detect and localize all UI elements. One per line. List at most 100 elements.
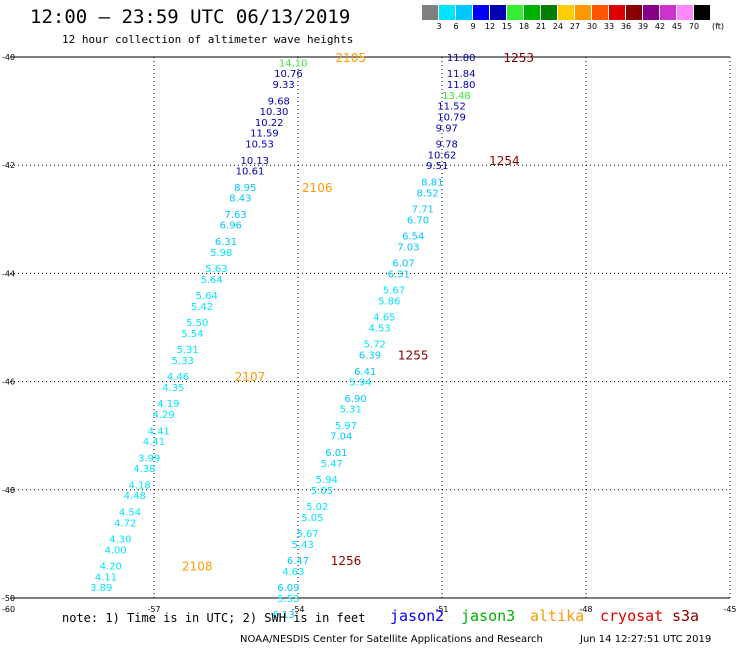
wave-height-label: 5.94: [349, 378, 371, 389]
color-scale-label: 36: [620, 22, 632, 31]
x-tick-label: -54: [291, 605, 304, 614]
wave-height-label: 5.67: [383, 286, 405, 297]
color-swatch: [609, 5, 626, 20]
color-scale-label: 30: [586, 22, 598, 31]
wave-height-label: 4.65: [373, 313, 395, 324]
y-tick-label: -40: [2, 53, 15, 62]
wave-height-label: 10.53: [245, 140, 274, 151]
wave-height-label: 5.33: [172, 356, 194, 367]
wave-height-label: 4.18: [128, 480, 150, 491]
wave-height-label: 6.39: [359, 351, 381, 362]
wave-height-label: 4.46: [167, 372, 189, 383]
color-scale-label: 21: [535, 22, 547, 31]
wave-height-label: 5.05: [311, 486, 333, 497]
legend-item-jason3: jason3: [461, 607, 516, 625]
wave-height-label: 8.81: [421, 177, 443, 188]
color-swatch: [422, 5, 439, 20]
wave-height-label: 5.05: [301, 513, 323, 524]
time-label: 1255: [398, 349, 429, 363]
wave-height-label: 8.52: [416, 188, 438, 199]
color-scale-label: 15: [501, 22, 513, 31]
wave-height-label: 6.41: [354, 367, 376, 378]
wave-height-label: 11.59: [250, 129, 279, 140]
color-swatch: [456, 5, 473, 20]
color-swatch: [677, 5, 694, 20]
time-label: 1254: [489, 154, 520, 168]
wave-height-label: 7.04: [330, 432, 352, 443]
color-swatch: [592, 5, 609, 20]
wave-height-label: 7.71: [412, 204, 434, 215]
color-swatch: [473, 5, 490, 20]
wave-height-label: 6.09: [277, 583, 299, 594]
wave-height-label: 9.97: [436, 123, 458, 134]
wave-height-label: 6.47: [287, 556, 309, 567]
color-scale-label: 27: [569, 22, 581, 31]
color-scale-label: 9: [470, 22, 476, 31]
wave-height-label: 13.48: [442, 91, 471, 102]
wave-height-label: 6.31: [215, 237, 237, 248]
color-scale-unit: (ft): [712, 22, 725, 31]
color-swatch: [524, 5, 541, 20]
wave-height-label: 5.53: [277, 594, 299, 605]
color-scale-label: 33: [603, 22, 615, 31]
wave-height-label: 4.00: [104, 545, 126, 556]
wave-height-label: 5.02: [306, 502, 328, 513]
time-label: 1253: [504, 51, 535, 65]
wave-height-label: 4.63: [282, 567, 304, 578]
color-swatch: [694, 5, 711, 20]
wave-height-label: 5.97: [335, 421, 357, 432]
wave-height-label: 11.80: [447, 53, 476, 64]
wave-height-label: 8.95: [234, 183, 256, 194]
wave-height-label: 6.13: [272, 610, 294, 621]
wave-height-label: 6.70: [407, 215, 429, 226]
wave-height-label: 10.61: [236, 167, 265, 178]
wave-height-label: 10.30: [260, 107, 289, 118]
wave-height-label: 10.79: [437, 113, 466, 124]
footer-timestamp: Jun 14 12:27:51 UTC 2019: [580, 634, 712, 645]
wave-height-label: 4.20: [100, 562, 122, 573]
wave-height-label: 5.54: [181, 329, 203, 340]
footer-credit: NOAA/NESDIS Center for Satellite Applica…: [240, 634, 543, 645]
wave-height-label: 9.33: [272, 80, 294, 91]
wave-height-label: 4.29: [152, 410, 174, 421]
wave-height-label: 5.64: [200, 275, 222, 286]
color-swatch: [626, 5, 643, 20]
wave-height-label: 10.62: [428, 150, 457, 161]
wave-height-label: 11.52: [437, 102, 466, 113]
wave-height-label: 5.31: [176, 345, 198, 356]
wave-height-label: 6.96: [220, 221, 242, 232]
x-tick-label: -57: [147, 605, 160, 614]
color-scale-label: 12: [484, 22, 496, 31]
time-label: 2106: [302, 181, 333, 195]
wave-height-label: 11.80: [447, 80, 476, 91]
y-tick-label: -46: [2, 378, 15, 387]
wave-height-label: 4.30: [109, 534, 131, 545]
color-scale-label: 24: [552, 22, 564, 31]
legend-item-s3a: s3a: [672, 607, 700, 625]
color-scale-label: 42: [654, 22, 666, 31]
x-tick-label: -45: [723, 605, 736, 614]
color-scale-bar: [422, 5, 711, 20]
time-label: 2107: [235, 370, 266, 384]
wave-height-label: 3.99: [138, 453, 160, 464]
wave-height-label: 8.43: [229, 194, 251, 205]
x-tick-label: -51: [435, 605, 448, 614]
chart-subtitle: 12 hour collection of altimeter wave hei…: [62, 33, 354, 46]
wave-height-label: 6.07: [392, 259, 414, 270]
x-tick-label: -60: [2, 605, 15, 614]
wave-height-label: 4.72: [114, 518, 136, 529]
legend-item-altika: altika: [530, 607, 585, 625]
y-tick-label: -42: [2, 161, 15, 170]
wave-height-label: 11.84: [447, 69, 476, 80]
color-scale-label: 45: [671, 22, 683, 31]
color-swatch: [575, 5, 592, 20]
wave-height-label: 4.19: [157, 399, 179, 410]
wave-height-label: 5.47: [320, 459, 342, 470]
color-swatch: [541, 5, 558, 20]
wave-height-label: 7.63: [224, 210, 246, 221]
color-swatch: [490, 5, 507, 20]
wave-height-label: 9.68: [268, 96, 290, 107]
color-swatch: [507, 5, 524, 20]
wave-height-label: 14.10: [279, 58, 308, 69]
